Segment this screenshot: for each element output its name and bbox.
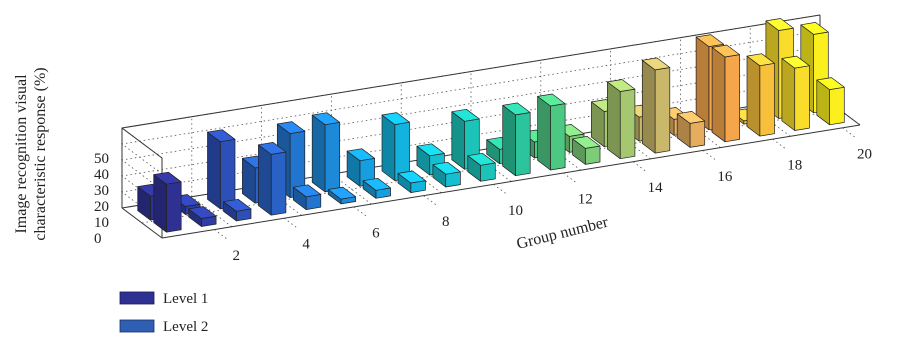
x-tick-label: 8 [442,214,450,230]
legend-label-level-1: Level 1 [163,291,208,307]
y-axis-title-line2: characteristic response (%) [32,67,49,240]
grid-line-floor [191,196,233,228]
bar-level-2 [276,121,306,198]
x-tick-label: 10 [508,203,523,219]
floor-front-edge [161,124,861,239]
x-tick-label: 14 [648,180,664,196]
bar-level-2 [346,148,375,187]
back-top-edge [121,14,821,129]
legend-swatch-level-2 [119,319,155,333]
bar-level-1 [292,184,322,210]
left-top-edge [121,127,163,159]
bar-level-1 [711,44,740,143]
x-tick-mark [563,172,578,184]
x-tick-mark [632,161,648,173]
x-tick-label: 16 [717,169,733,185]
bar-level-1 [746,53,775,137]
bar-level-1 [432,161,461,188]
x-tick-mark [493,184,508,196]
bar-level-2 [311,112,341,193]
x-tick-label: 2 [233,248,241,264]
bar-level-1 [502,102,531,177]
bar-level-1 [362,177,391,199]
x-tick-mark [702,150,718,162]
bar-level-2 [381,112,410,181]
x-tick-mark [353,206,369,218]
y-axis-title-line1: Image recognition visual [13,74,30,234]
bar-level-1 [327,186,357,205]
x-tick-label: 20 [857,146,872,162]
legend: Level 1 Level 2 [119,291,208,335]
bar-level-1 [537,93,566,171]
bar-level-1 [153,171,182,233]
legend-swatch-level-1 [119,291,155,305]
x-tick-mark [772,138,787,150]
z-tick-label: 40 [94,167,109,183]
bar-level-1 [188,206,217,227]
bar-level-1 [607,79,636,160]
bar-level-1 [816,77,845,126]
x-tick-label: 12 [578,192,593,208]
bar-level-2 [207,129,236,210]
legend-entry-level-2: Level 2 [119,319,208,335]
bar-level-1 [676,111,706,148]
z-tick-label: 10 [94,215,109,231]
legend-label-level-2: Level 2 [163,319,208,335]
x-tick-mark [842,127,857,139]
x-tick-mark [214,229,229,241]
x-tick-label: 18 [787,158,802,174]
bar-level-1 [781,55,810,131]
z-tick-label: 30 [94,183,109,199]
legend-entry-level-1: Level 1 [119,291,208,307]
x-tick-label: 6 [372,225,380,241]
x-tick-mark [283,217,299,230]
z-tick-label: 20 [94,199,109,215]
floor-left-edge [121,207,163,239]
x-axis-title: Group number [515,214,611,253]
z-tick-label: 50 [94,151,109,167]
x-tick-mark [423,195,438,207]
bar-level-1 [223,198,252,222]
x-tick-label: 4 [302,237,310,253]
bar-level-1 [572,136,601,165]
bar-level-1 [641,57,671,154]
bar-level-1 [397,170,426,193]
bar-level-1 [467,152,496,182]
bar-level-1 [258,142,287,216]
z-tick-label: 0 [94,231,102,247]
chart-bars [137,18,845,233]
